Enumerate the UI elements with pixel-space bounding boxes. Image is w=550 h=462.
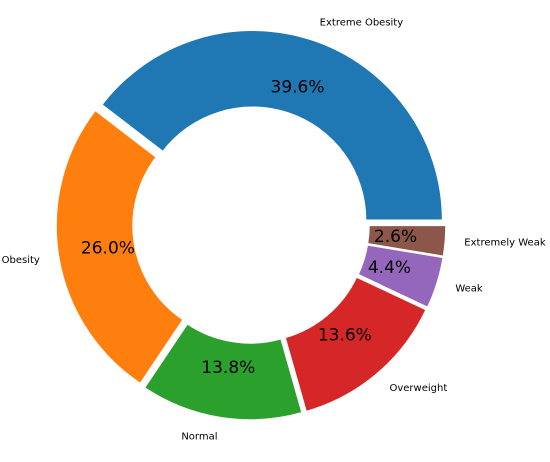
category-label-extreme-obesity: Extreme Obesity <box>320 17 404 28</box>
percent-label-extreme-obesity: 39.6% <box>271 78 325 98</box>
category-label-normal: Normal <box>181 431 217 442</box>
category-label-extremely-weak: Extremely Weak <box>464 237 546 248</box>
percent-label-extremely-weak: 2.6% <box>374 227 417 247</box>
category-label-obesity: Obesity <box>2 255 40 266</box>
slice-normal <box>143 322 304 421</box>
percent-label-obesity: 26.0% <box>81 239 135 259</box>
slice-obesity <box>55 109 185 385</box>
slices-group <box>55 29 447 421</box>
slice-weak <box>357 244 445 309</box>
slice-extremely-weak <box>366 224 447 258</box>
percent-label-normal: 13.8% <box>201 358 255 378</box>
labels-group: Extreme Obesity 39.6% Obesity 26.0% Normal 13… <box>2 17 546 442</box>
percent-label-weak: 4.4% <box>368 258 411 278</box>
slice-overweight <box>284 275 428 413</box>
category-label-overweight: Overweight <box>389 383 447 394</box>
slice-extreme-obesity <box>100 29 444 222</box>
percent-label-overweight: 13.6% <box>318 326 372 346</box>
category-label-weak: Weak <box>455 284 483 295</box>
